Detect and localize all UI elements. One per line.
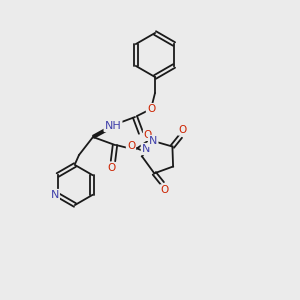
Text: O: O	[160, 185, 168, 195]
Text: NH: NH	[105, 121, 122, 131]
Text: O: O	[107, 163, 115, 173]
Text: N: N	[142, 144, 150, 154]
Text: O: O	[127, 141, 135, 151]
Polygon shape	[93, 126, 113, 139]
Text: O: O	[178, 124, 187, 134]
Text: O: O	[144, 130, 152, 140]
Text: N: N	[50, 190, 59, 200]
Text: N: N	[149, 136, 158, 146]
Text: O: O	[147, 104, 155, 114]
